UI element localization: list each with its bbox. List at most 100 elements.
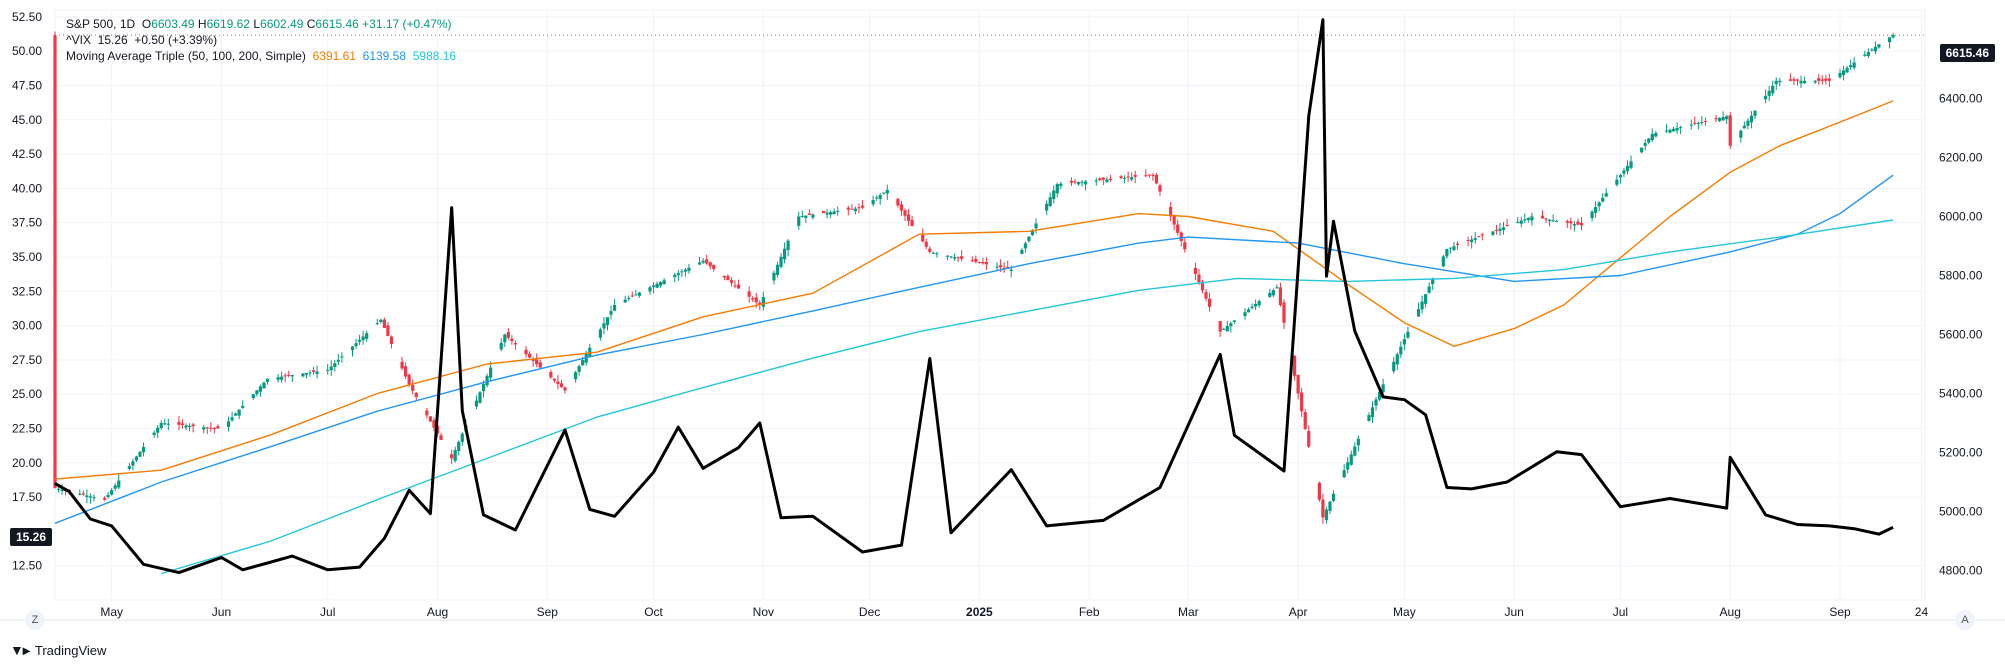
candle-body — [432, 420, 436, 428]
candle-body — [857, 207, 861, 209]
candle-body — [1151, 175, 1155, 177]
candle-body — [226, 421, 231, 427]
candle-body — [411, 385, 415, 391]
candle-body — [1094, 180, 1098, 182]
candle-body — [180, 423, 185, 426]
left-tick-label: 25.00 — [12, 387, 42, 401]
candle-body — [804, 215, 808, 218]
candle-body — [612, 305, 617, 311]
legend-vix-row[interactable]: ^VIX 15.26 +0.50 (+3.39%) — [66, 32, 456, 48]
candle-body — [1246, 309, 1251, 313]
candle-body — [117, 480, 121, 488]
x-tick-label: Sep — [537, 605, 559, 619]
candle-body — [350, 346, 355, 351]
candle-body — [163, 423, 167, 425]
candle-body — [1849, 65, 1853, 68]
candle-body — [945, 255, 950, 257]
candle-body — [556, 381, 560, 384]
right-tick-label: 5800.00 — [1939, 269, 1983, 283]
candle-body — [903, 210, 907, 216]
candle-body — [460, 433, 464, 442]
candle-body — [88, 496, 93, 498]
candle-body — [407, 374, 411, 385]
candle-body — [708, 262, 712, 267]
left-tick-label: 35.00 — [12, 250, 42, 264]
grid-lines — [0, 9, 2005, 621]
zoom-button[interactable]: Z — [25, 610, 45, 630]
candle-body — [503, 334, 507, 343]
candle-body — [1282, 302, 1286, 323]
candle-body — [1296, 374, 1300, 394]
candle-body — [906, 214, 911, 221]
auto-scale-button[interactable]: A — [1955, 610, 1975, 630]
candle-body — [680, 271, 684, 273]
candle-body — [166, 423, 170, 425]
candle-body — [1640, 147, 1644, 153]
legend-low: 6602.49 — [260, 17, 304, 31]
candle-body — [659, 281, 663, 286]
candle-body — [400, 361, 404, 369]
candle-body — [853, 208, 858, 212]
legend-ma-row[interactable]: Moving Average Triple (50, 100, 200, Sim… — [66, 48, 456, 64]
candle-body — [882, 192, 886, 194]
candle-body — [751, 298, 755, 300]
candle-body — [1618, 175, 1623, 178]
left-tick-label: 32.50 — [12, 284, 42, 298]
candle-body — [960, 256, 964, 259]
candle-body — [1303, 411, 1307, 429]
candle-body — [1250, 306, 1254, 309]
chart-legend: S&P 500, 1D O 6603.49 H 6619.62 L 6602.49 C… — [66, 16, 456, 64]
legend-h-label: H — [197, 17, 207, 31]
candle-body — [981, 261, 985, 264]
candle-body — [1069, 180, 1074, 183]
candle-body — [382, 319, 386, 328]
legend-price-row: S&P 500, 1D O 6603.49 H 6619.62 L 6602.49 C… — [66, 16, 456, 32]
candle-body — [1845, 67, 1849, 73]
legend-open: 6603.49 — [151, 17, 195, 31]
candle-body — [984, 261, 989, 265]
candle-body — [662, 280, 666, 285]
x-tick-label: May — [1393, 605, 1416, 619]
candle-body — [1225, 326, 1229, 332]
vix-value-label: 15.26 — [10, 528, 53, 546]
candle-body — [499, 342, 503, 350]
candle-body — [1076, 182, 1081, 185]
candle-body — [797, 216, 801, 226]
left-tick-label: 47.50 — [12, 78, 42, 92]
candle-body — [1218, 321, 1222, 332]
candle-body — [772, 272, 776, 281]
candle-body — [1540, 215, 1545, 219]
candle-body — [329, 366, 333, 371]
candle-body — [531, 359, 535, 361]
candle-body — [1824, 78, 1828, 81]
x-tick-label: Apr — [1289, 605, 1308, 619]
candle-body — [1193, 267, 1198, 274]
candle-body — [1604, 193, 1608, 197]
candle-body — [1491, 231, 1495, 235]
candle-body — [1788, 79, 1793, 81]
candle-body — [1523, 219, 1527, 221]
series-layer — [53, 18, 1895, 575]
candle-body — [924, 241, 928, 247]
candles-group — [53, 31, 1895, 524]
tradingview-brand[interactable]: ▼▸ TradingView — [10, 642, 106, 659]
candle-body — [1668, 129, 1672, 133]
candle-body — [1767, 90, 1771, 96]
candle-body — [1494, 229, 1499, 231]
candle-body — [1597, 202, 1601, 207]
right-tick-label: 5000.00 — [1939, 505, 1983, 519]
candle-body — [1317, 482, 1321, 500]
candle-body — [1278, 287, 1283, 305]
candle-body — [510, 338, 514, 342]
legend-symbol[interactable]: S&P 500, 1D — [66, 17, 136, 31]
candle-body — [1792, 79, 1796, 81]
candle-body — [949, 256, 953, 258]
candle-body — [280, 376, 284, 380]
x-tick-label: Nov — [753, 605, 774, 619]
candle-body — [1176, 224, 1180, 233]
candle-body — [506, 332, 510, 338]
candle-body — [1771, 85, 1775, 94]
candle-body — [414, 392, 418, 397]
candle-body — [1169, 207, 1173, 217]
candle-body — [609, 311, 613, 315]
